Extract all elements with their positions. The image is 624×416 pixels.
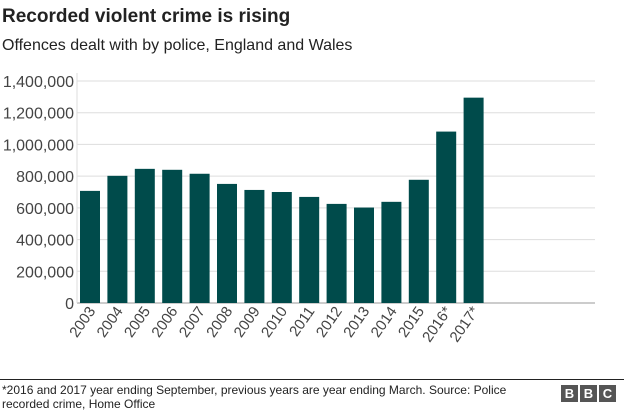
bar: [217, 183, 237, 303]
bar: [463, 97, 484, 304]
bar: [271, 192, 292, 303]
source-note: *2016 and 2017 year ending September, pr…: [2, 383, 507, 411]
x-tick-label: 2013: [340, 304, 373, 341]
x-tick-label: 2008: [203, 304, 236, 341]
bar: [408, 179, 429, 303]
y-tick-label: 200,000: [16, 264, 74, 281]
y-tick-label: 1,400,000: [3, 74, 74, 91]
x-tick-label: 2011: [286, 304, 318, 340]
x-tick-label: 2004: [94, 304, 127, 341]
bar-chart: 0 200,000 400,000 600,000 800,000 1,000,000 1,…: [3, 73, 595, 345]
y-tick-label: 1,000,000: [3, 137, 74, 154]
x-tick-label: 2009: [231, 304, 264, 341]
x-tick-label: 2014: [368, 304, 401, 341]
logo-letter: B: [561, 385, 578, 402]
y-tick-label: 1,200,000: [3, 106, 74, 123]
bbc-logo: B B C: [561, 385, 616, 402]
footer-divider: [0, 379, 624, 380]
bar: [162, 169, 183, 303]
x-tick-label: 2007: [176, 304, 209, 341]
logo-letter: B: [580, 385, 597, 402]
bar: [326, 203, 347, 303]
bar: [244, 189, 265, 303]
bar: [381, 201, 402, 303]
x-tick-label: 2012: [313, 304, 346, 341]
y-tick-label: 800,000: [16, 169, 74, 186]
y-tick-label: 0: [65, 296, 74, 313]
x-tick-label: 2006: [148, 304, 181, 341]
y-tick-label: 600,000: [16, 201, 74, 218]
x-tick-label: 2005: [121, 304, 154, 341]
bar: [436, 131, 457, 303]
bar: [134, 168, 155, 303]
chart-title: Recorded violent crime is rising: [2, 6, 291, 27]
chart-subtitle: Offences dealt with by police, England a…: [2, 37, 353, 54]
bar: [354, 207, 374, 303]
logo-letter: C: [599, 385, 616, 402]
y-tick-label: 400,000: [16, 233, 74, 250]
bar: [107, 175, 128, 303]
bar: [80, 190, 100, 303]
x-tick-label: 2017*: [446, 303, 483, 345]
bar: [299, 196, 320, 303]
bar: [189, 173, 210, 303]
x-tick-label: 2010: [258, 304, 291, 341]
